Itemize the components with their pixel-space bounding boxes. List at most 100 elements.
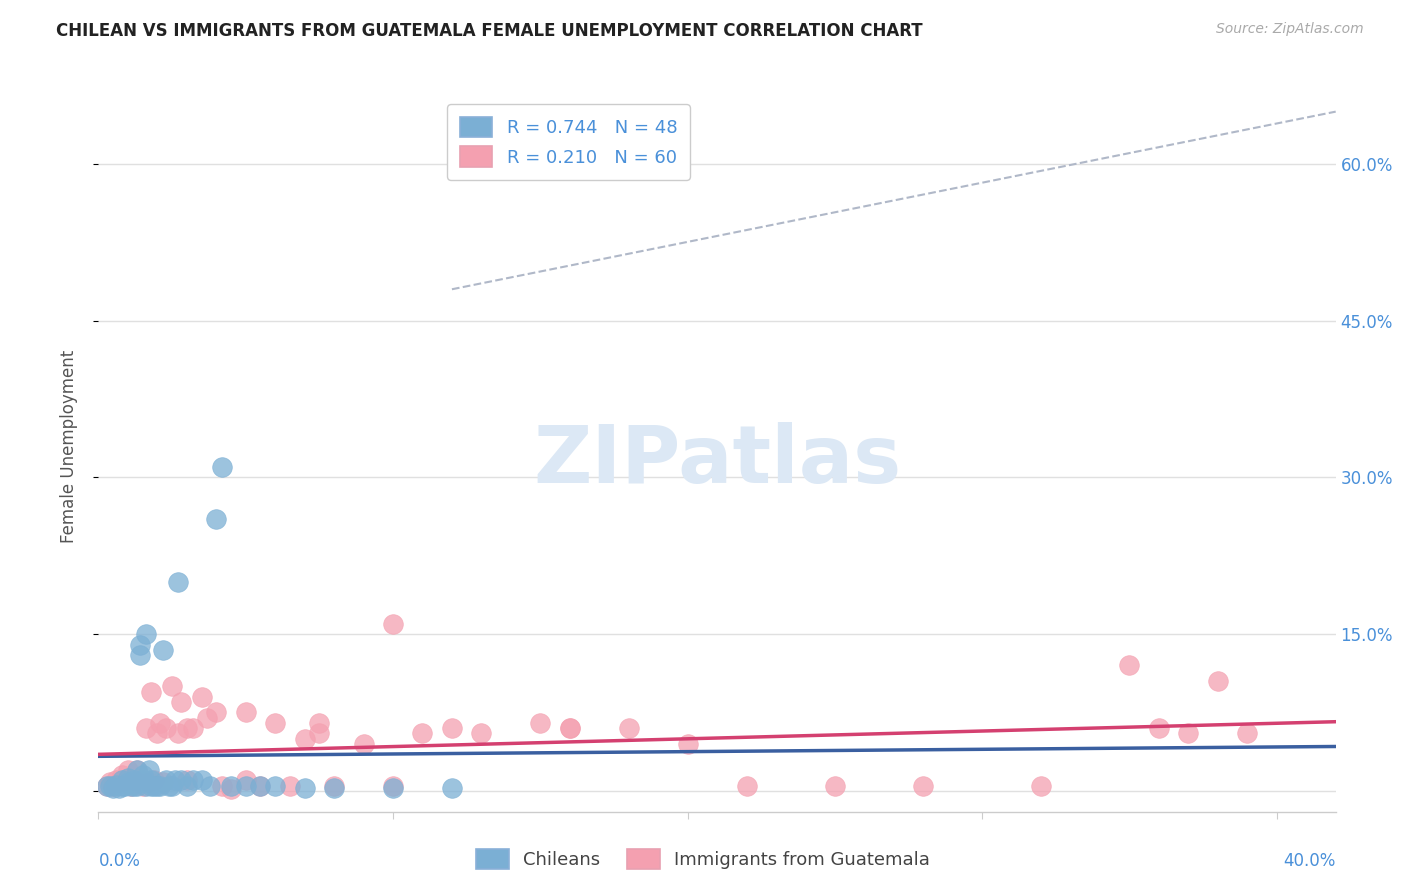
Point [152,642,174,657]
Point [96,779,118,793]
Point [170,773,193,788]
Point [382,779,405,793]
Point [122,773,145,788]
Point [111,768,134,782]
Text: Source: ZipAtlas.com: Source: ZipAtlas.com [1216,22,1364,37]
Point [98,779,121,793]
Point [1147,721,1170,735]
Point [149,779,172,793]
Point [411,726,433,740]
Point [264,715,287,730]
Point [1118,658,1140,673]
Point [101,780,124,795]
Point [141,773,163,788]
Point [190,773,212,788]
Point [146,726,169,740]
Point [382,780,405,795]
Point [249,779,271,793]
Point [278,779,301,793]
Point [824,779,846,793]
Point [96,779,118,793]
Point [1029,779,1052,793]
Point [211,779,233,793]
Point [105,773,128,788]
Point [138,775,160,789]
Point [440,721,463,735]
Point [676,737,699,751]
Point [120,779,142,793]
Point [205,512,228,526]
Point [131,779,153,793]
Point [155,721,177,735]
Point [205,706,228,720]
Point [440,780,463,795]
Point [146,779,169,793]
Point [135,627,157,641]
Point [308,726,330,740]
Point [382,616,405,631]
Point [128,638,150,652]
Point [105,778,128,792]
Point [176,721,198,735]
Point [135,779,157,793]
Legend: R = 0.744   N = 48, R = 0.210   N = 60: R = 0.744 N = 48, R = 0.210 N = 60 [447,104,690,180]
Point [529,715,551,730]
Point [558,721,581,735]
Text: CHILEAN VS IMMIGRANTS FROM GUATEMALA FEMALE UNEMPLOYMENT CORRELATION CHART: CHILEAN VS IMMIGRANTS FROM GUATEMALA FEM… [56,22,922,40]
Point [98,775,121,789]
Point [117,775,139,789]
Point [128,648,150,662]
Point [122,779,145,793]
Point [170,695,193,709]
Point [735,779,758,793]
Point [135,721,157,735]
Point [235,773,257,788]
Point [558,721,581,735]
Point [149,715,172,730]
Point [181,773,204,788]
Point [167,574,190,589]
Point [617,721,640,735]
Point [1177,726,1199,740]
Point [122,773,145,788]
Point [108,775,131,789]
Point [249,779,271,793]
Legend: Chileans, Immigrants from Guatemala: Chileans, Immigrants from Guatemala [467,839,939,879]
Text: 40.0%: 40.0% [1284,852,1336,870]
Point [470,726,492,740]
Text: 0.0%: 0.0% [98,852,141,870]
Point [308,715,330,730]
Y-axis label: Female Unemployment: Female Unemployment [59,350,77,542]
Point [114,779,136,793]
Point [117,772,139,786]
Point [125,763,148,777]
Point [176,779,198,793]
Text: ZIPatlas: ZIPatlas [533,422,901,500]
Point [131,768,153,782]
Point [235,779,257,793]
Point [108,780,131,795]
Point [294,780,316,795]
Point [219,781,242,796]
Point [138,763,160,777]
Point [141,779,163,793]
Point [163,773,186,788]
Point [197,711,219,725]
Point [200,779,222,793]
Point [143,779,166,793]
Point [125,779,148,793]
Point [912,779,935,793]
Point [114,773,136,788]
Point [181,721,204,735]
Point [157,779,180,793]
Point [131,773,153,788]
Point [111,773,134,788]
Point [160,679,183,693]
Point [143,773,166,788]
Point [101,779,124,793]
Point [219,779,242,793]
Point [155,773,177,788]
Point [235,706,257,720]
Point [176,773,198,788]
Point [323,779,346,793]
